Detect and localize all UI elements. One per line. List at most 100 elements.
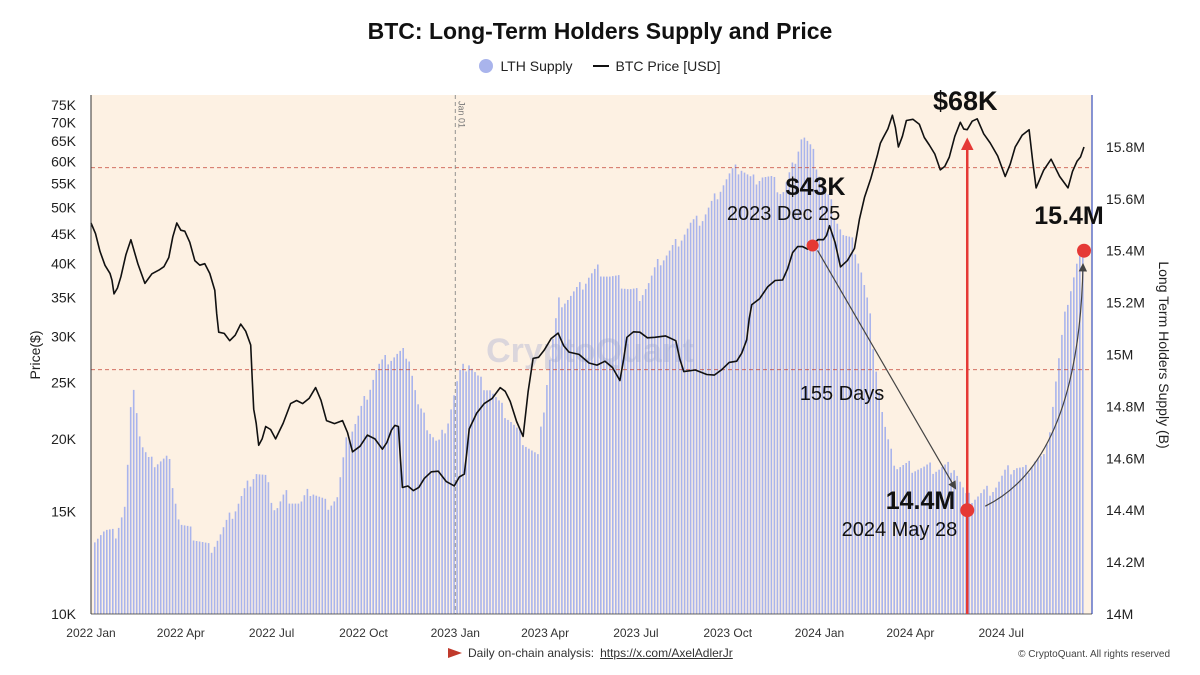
lth-supply-bar [638,301,641,614]
legend-item-lth-supply[interactable]: LTH Supply [479,58,573,74]
lth-supply-bar [390,360,392,614]
lth-supply-bar [1028,472,1030,614]
legend-item-btc-price[interactable]: BTC Price [USD] [592,58,721,74]
lth-supply-bar [414,390,416,614]
annotation-155-days: 155 Days [800,383,885,405]
lth-supply-bar [743,172,746,614]
lth-supply-bar [710,200,713,614]
lth-supply-bar [830,199,833,615]
lth-supply-bar [591,273,593,614]
lth-supply-bar [929,462,931,614]
lth-supply-bar [1016,468,1018,614]
lth-supply-bar [893,465,895,614]
lth-supply-bar [447,423,449,614]
lth-supply-bar [1082,248,1084,614]
lth-supply-bar [773,177,776,614]
footer-link[interactable]: https://x.com/AxelAdlerJr [600,646,733,660]
lth-supply-bar [159,461,162,614]
lth-supply-bar [749,176,752,614]
lth-supply-bar [112,528,114,614]
lth-supply-bar [869,313,871,614]
lth-supply-bar [468,365,470,614]
y-right-tick-label: 15M [1106,347,1133,363]
x-tick-label: 2024 Jul [979,626,1024,640]
lth-supply-bar [588,277,590,614]
lth-supply-bar [477,375,479,614]
lth-supply-bar [282,494,285,614]
chart-title: BTC: Long-Term Holders Supply and Price [367,18,833,44]
lth-supply-bar [1049,432,1051,614]
lth-supply-bar [1010,474,1012,614]
lth-supply-bar [504,418,506,614]
y-left-tick-label: 40K [51,256,77,272]
lth-supply-bar [644,289,647,614]
lth-supply-bar [423,412,425,614]
lth-supply-bar [797,151,800,614]
lth-supply-bar [288,503,291,614]
lth-supply-bar [540,426,542,614]
lth-supply-bar [875,371,877,614]
lth-supply-bar [812,148,815,614]
lth-supply-bar [429,433,431,614]
lth-supply-bar [115,538,117,614]
lth-supply-bar [381,359,383,614]
lth-supply-bar [171,488,174,614]
lth-supply-bar [97,538,99,614]
lth-supply-bar [309,496,312,614]
lth-supply-bar [369,389,371,614]
lth-supply-bar [303,495,306,614]
lth-supply-bar [534,452,536,614]
lth-supply-bar [174,503,177,614]
lth-supply-bar [782,192,785,614]
lth-supply-bar [686,228,689,614]
lth-supply-bar [516,427,518,614]
x-tick-label: 2022 Jul [249,626,294,640]
lth-supply-bar [917,469,919,614]
lth-supply-bar [378,363,380,614]
lth-supply-bar [725,179,728,615]
lth-supply-bar [582,289,584,614]
lth-supply-bar [665,255,668,614]
lth-supply-bar [809,144,812,615]
y-left-tick-label: 10K [51,606,77,622]
lth-supply-bar [971,503,973,614]
lth-supply-bar [183,525,186,614]
lth-supply-bar [800,139,803,614]
lth-supply-bar [399,350,401,614]
lth-supply-bar [1079,256,1081,614]
lth-supply-bar [626,289,629,614]
lth-supply-bar [938,469,940,614]
lth-supply-bar [336,497,339,614]
lth-supply-bar [564,303,566,614]
lth-supply-bar [103,531,105,614]
x-tick-label: 2023 Jan [431,626,480,640]
lth-supply-bar [1013,470,1015,614]
lth-supply-bar [360,405,363,614]
lth-supply-bar [396,353,398,614]
lth-supply-bar [354,424,357,614]
lth-supply-bar [537,454,539,614]
lth-supply-bar [689,222,692,614]
lth-supply-bar [662,260,665,614]
lth-supply-bar [1055,381,1057,614]
lth-supply-bar [366,399,368,614]
lth-supply-bar [974,499,976,614]
lth-supply-bar [291,503,294,614]
lth-supply-bar [977,496,979,614]
lth-supply-bar [635,288,638,614]
lth-supply-bar [321,497,324,614]
lth-supply-bar [845,235,848,614]
lth-supply-bar [851,237,854,614]
lth-supply-bar [911,472,913,614]
lth-supply-bar [153,467,156,614]
flag-icon [448,648,462,658]
y-right-tick-label: 15.4M [1106,243,1145,259]
lth-supply-bars [94,137,1084,615]
decline-arrow [817,250,957,490]
lth-supply-bar [983,489,985,614]
watermark: CryptoQuant [486,332,694,370]
lth-supply-bar [372,379,374,614]
lth-supply-bar [923,466,925,614]
y-left-tick-label: 75K [51,97,77,113]
lth-supply-bar [1070,291,1072,614]
